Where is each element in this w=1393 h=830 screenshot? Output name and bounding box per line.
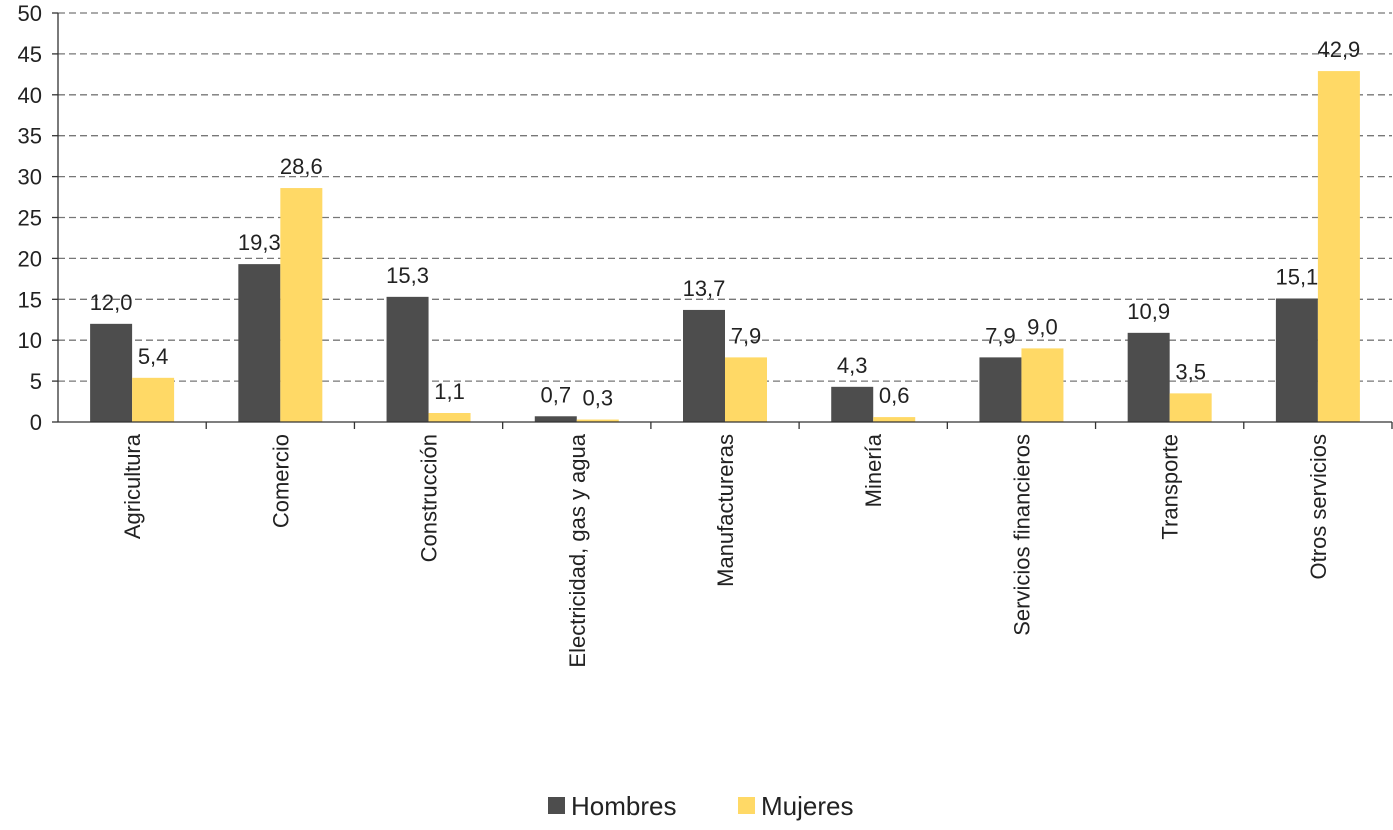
data-label: 4,3 bbox=[837, 353, 868, 378]
y-tick-label: 10 bbox=[18, 328, 42, 353]
y-tick-label: 35 bbox=[18, 124, 42, 149]
data-label: 7,9 bbox=[731, 323, 762, 348]
data-label: 0,6 bbox=[879, 383, 910, 408]
bar-hombres bbox=[1275, 298, 1318, 422]
data-label: 12,0 bbox=[90, 290, 133, 315]
x-tick-label: Servicios financieros bbox=[1009, 434, 1034, 636]
bar-mujeres bbox=[428, 413, 471, 422]
legend-swatch-hombres bbox=[548, 797, 565, 814]
x-tick-label: Construcción bbox=[417, 434, 442, 562]
y-tick-label: 20 bbox=[18, 246, 42, 271]
y-tick-label: 45 bbox=[18, 42, 42, 67]
bar-mujeres bbox=[873, 417, 916, 422]
bar-mujeres bbox=[132, 377, 175, 422]
data-label: 15,1 bbox=[1275, 264, 1318, 289]
data-label: 15,3 bbox=[386, 263, 429, 288]
x-tick-label: Manufactureras bbox=[713, 434, 738, 587]
x-tick-label: Comercio bbox=[268, 434, 293, 528]
data-label: 1,1 bbox=[434, 379, 465, 404]
bar-hombres bbox=[1127, 332, 1170, 422]
y-tick-label: 25 bbox=[18, 206, 42, 231]
y-tick-label: 0 bbox=[30, 410, 42, 435]
bar-hombres bbox=[90, 323, 133, 422]
bar-mujeres bbox=[1021, 348, 1064, 422]
bar-mujeres bbox=[725, 357, 767, 422]
y-tick-label: 40 bbox=[18, 83, 42, 108]
data-label: 0,3 bbox=[582, 386, 613, 411]
bar-hombres bbox=[534, 416, 577, 422]
x-tick-label: Agricultura bbox=[120, 433, 145, 539]
y-tick-label: 30 bbox=[18, 165, 42, 190]
legend-label-hombres: Hombres bbox=[571, 791, 676, 821]
data-label: 0,7 bbox=[540, 382, 571, 407]
legend-label-mujeres: Mujeres bbox=[761, 791, 853, 821]
y-tick-label: 5 bbox=[30, 369, 42, 394]
data-label: 5,4 bbox=[138, 344, 169, 369]
data-label: 7,9 bbox=[985, 323, 1016, 348]
y-tick-label: 15 bbox=[18, 287, 42, 312]
data-label: 9,0 bbox=[1027, 314, 1058, 339]
x-tick-label: Minería bbox=[861, 433, 886, 507]
bar-mujeres bbox=[280, 188, 323, 422]
bar-mujeres bbox=[1169, 393, 1212, 422]
y-tick-label: 50 bbox=[18, 1, 42, 26]
bar-hombres bbox=[831, 386, 874, 422]
bar-mujeres bbox=[1317, 71, 1360, 422]
data-label: 3,5 bbox=[1175, 359, 1206, 384]
data-label: 13,7 bbox=[683, 276, 726, 301]
bar-mujeres bbox=[576, 419, 619, 422]
bar-hombres bbox=[979, 357, 1022, 422]
bar-hombres bbox=[238, 264, 281, 422]
x-tick-label: Otros servicios bbox=[1306, 434, 1331, 579]
data-label: 19,3 bbox=[238, 230, 281, 255]
data-label: 28,6 bbox=[280, 154, 323, 179]
data-label: 42,9 bbox=[1317, 37, 1360, 62]
data-label: 10,9 bbox=[1127, 299, 1170, 324]
bar-hombres bbox=[386, 296, 429, 422]
bar-hombres bbox=[683, 309, 725, 422]
legend-swatch-mujeres bbox=[738, 797, 755, 814]
x-tick-label: Transporte bbox=[1158, 434, 1183, 540]
x-tick-label: Electricidad, gas y agua bbox=[565, 433, 590, 667]
